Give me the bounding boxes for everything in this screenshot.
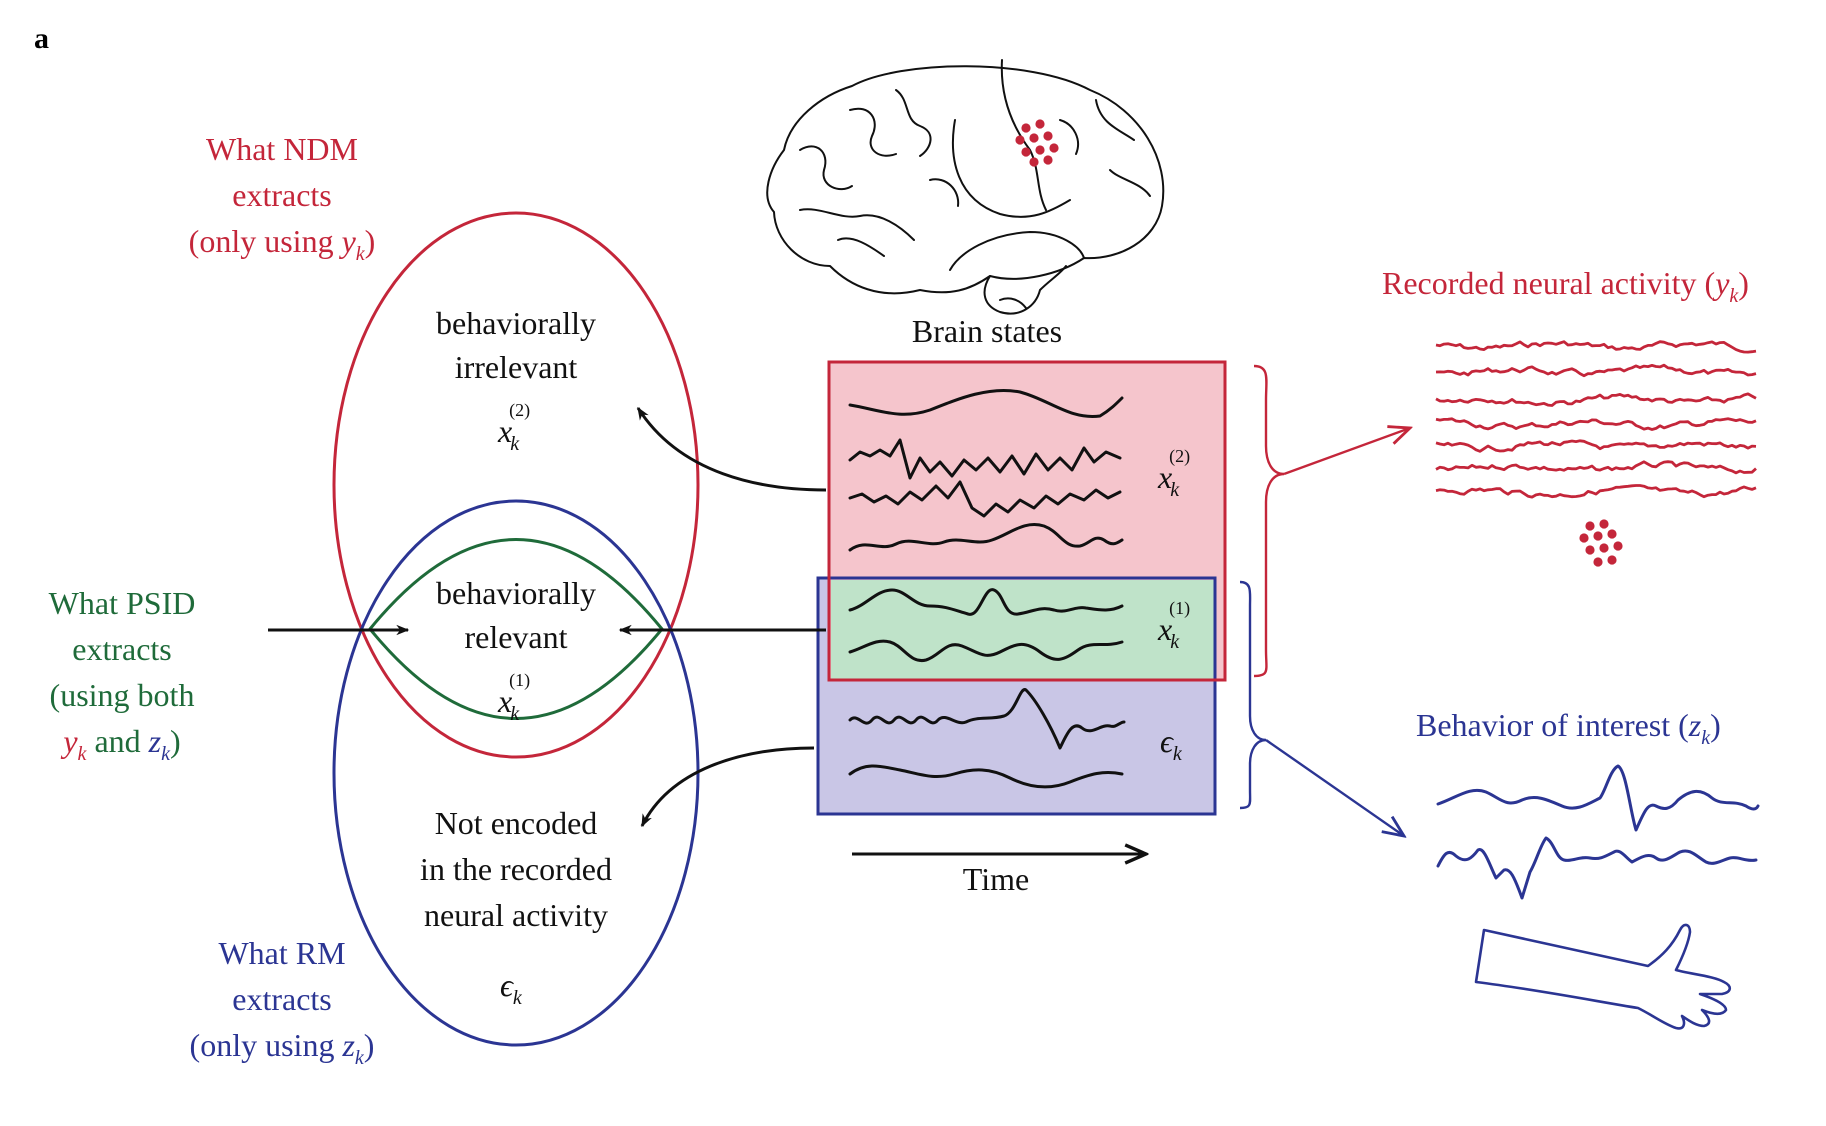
arrow-eps-to-not-encoded	[640, 746, 815, 828]
svg-text:(only using zk): (only using zk)	[190, 1027, 375, 1069]
svg-text:What RM: What RM	[218, 935, 345, 971]
brain-icon	[766, 59, 1165, 315]
rm-label: What RM extracts (only using zk)	[190, 935, 375, 1069]
neural-trace	[1435, 484, 1757, 499]
x1-overlap	[831, 580, 1214, 679]
latent-traces	[848, 388, 1126, 789]
behavior-trace-2	[1436, 836, 1758, 900]
svg-text:What NDM: What NDM	[206, 131, 358, 167]
ndm-label: What NDM extracts (only using yk)	[189, 131, 376, 265]
x2-trace-2	[848, 438, 1122, 480]
irrelevant-text: behaviorally irrelevant xk(2)	[436, 305, 596, 455]
svg-text:behaviorally: behaviorally	[436, 305, 596, 341]
x2-box-outline	[827, 360, 1227, 682]
eps-trace-1	[848, 688, 1126, 750]
svg-text:behaviorally: behaviorally	[436, 575, 596, 611]
svg-text:xk(1): xk(1)	[497, 670, 530, 725]
x2-trace-1	[848, 388, 1124, 419]
neural-label: Recorded neural activity (yk)	[1382, 265, 1749, 307]
brain-states-title: Brain states	[912, 313, 1062, 349]
svg-text:neural activity: neural activity	[424, 897, 608, 933]
eps-box-label: ϵk	[1160, 723, 1183, 765]
arrow-to-neural	[1283, 428, 1410, 476]
svg-text:in the recorded: in the recorded	[420, 851, 612, 887]
behavior-trace-1	[1436, 764, 1760, 832]
panel-letter: a	[34, 22, 49, 55]
neural-trace	[1435, 460, 1757, 475]
arrow-to-behavior	[1265, 739, 1404, 836]
svg-text:extracts: extracts	[232, 981, 332, 1017]
relevant-text: behaviorally relevant xk(1)	[436, 575, 596, 725]
svg-text:(using both: (using both	[50, 677, 195, 713]
x2-trace-3	[848, 480, 1122, 518]
x1-trace-2	[848, 639, 1124, 663]
svg-text:xk(2): xk(2)	[497, 400, 530, 455]
svg-text:relevant: relevant	[464, 619, 567, 655]
electrode-array-brain	[1015, 119, 1059, 167]
x1-box-label: xk(1)	[1157, 598, 1190, 653]
electrode-array-neural	[1579, 519, 1623, 567]
neural-trace	[1435, 392, 1757, 407]
svg-text:extracts: extracts	[232, 177, 332, 213]
x1-trace-1	[848, 588, 1124, 616]
x2-trace-4	[848, 523, 1124, 552]
arm-icon	[1474, 923, 1732, 1030]
eps-trace-2	[848, 764, 1124, 789]
neural-trace	[1435, 340, 1757, 354]
not-encoded-text: Not encoded in the recorded neural activ…	[420, 805, 612, 1009]
svg-text:yk and zk): yk and zk)	[60, 723, 180, 765]
svg-text:(only using yk): (only using yk)	[189, 223, 376, 265]
blue-brace	[1239, 580, 1267, 810]
svg-text:ϵk: ϵk	[500, 967, 523, 1009]
x2-box-label: xk(2)	[1157, 446, 1190, 501]
arrow-x2-to-irrelevant	[636, 406, 827, 492]
eps-box-outline	[816, 576, 1217, 816]
ndm-ellipse	[332, 211, 700, 759]
behavior-traces	[1436, 764, 1760, 900]
behavior-label: Behavior of interest (zk)	[1416, 707, 1721, 749]
svg-text:What PSID: What PSID	[49, 585, 196, 621]
svg-text:irrelevant: irrelevant	[455, 349, 578, 385]
svg-text:extracts: extracts	[72, 631, 172, 667]
time-label: Time	[963, 861, 1029, 897]
svg-text:Not encoded: Not encoded	[435, 805, 598, 841]
psid-label: What PSID extracts (using both yk and zk…	[49, 585, 196, 765]
neural-trace	[1435, 417, 1757, 431]
neural-trace	[1435, 363, 1757, 378]
red-brace	[1253, 364, 1285, 678]
neural-traces	[1435, 340, 1757, 499]
neural-trace	[1435, 439, 1757, 453]
